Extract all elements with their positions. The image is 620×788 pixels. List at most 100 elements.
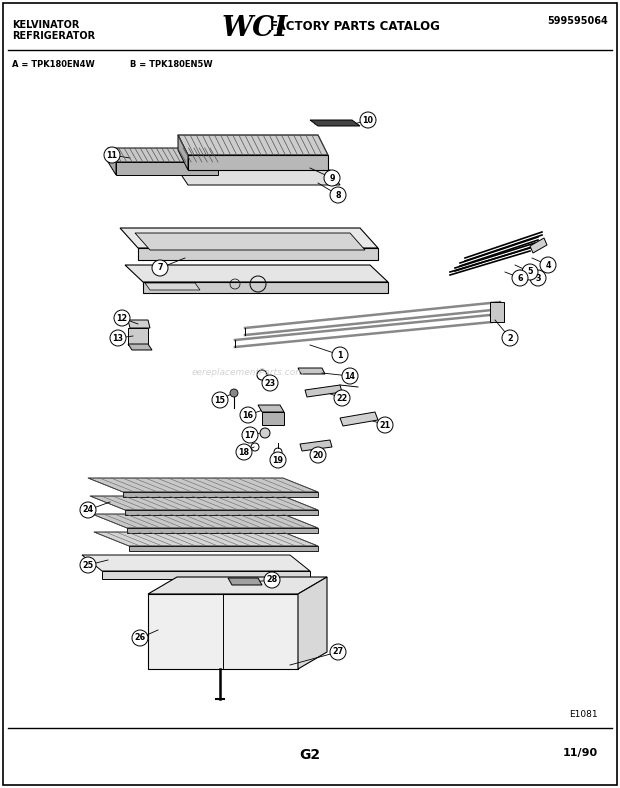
- Text: 22: 22: [337, 393, 348, 403]
- Text: 9: 9: [329, 173, 335, 183]
- Text: 10: 10: [363, 116, 373, 125]
- Text: 20: 20: [312, 451, 324, 459]
- Circle shape: [262, 375, 278, 391]
- Polygon shape: [88, 478, 318, 492]
- Polygon shape: [94, 532, 318, 546]
- Circle shape: [334, 390, 350, 406]
- Polygon shape: [178, 135, 328, 155]
- Circle shape: [377, 417, 393, 433]
- Polygon shape: [120, 228, 378, 248]
- Circle shape: [114, 310, 130, 326]
- Text: 28: 28: [267, 575, 278, 585]
- Text: 11: 11: [107, 151, 118, 159]
- Circle shape: [540, 257, 556, 273]
- Circle shape: [260, 428, 270, 438]
- Polygon shape: [262, 412, 284, 425]
- Circle shape: [502, 330, 518, 346]
- Polygon shape: [258, 405, 284, 412]
- Text: 23: 23: [265, 378, 275, 388]
- Text: A = TPK180EN4W: A = TPK180EN4W: [12, 60, 95, 69]
- Circle shape: [110, 330, 126, 346]
- Polygon shape: [310, 120, 360, 126]
- Text: 13: 13: [112, 333, 123, 343]
- Polygon shape: [128, 328, 148, 345]
- Polygon shape: [90, 496, 318, 510]
- Circle shape: [512, 270, 528, 286]
- Circle shape: [152, 260, 168, 276]
- Circle shape: [330, 644, 346, 660]
- Polygon shape: [305, 385, 342, 397]
- Polygon shape: [178, 135, 188, 170]
- Circle shape: [522, 264, 538, 280]
- Text: 8: 8: [335, 191, 341, 199]
- Text: REFRIGERATOR: REFRIGERATOR: [12, 31, 95, 41]
- Circle shape: [332, 347, 348, 363]
- Polygon shape: [138, 248, 378, 260]
- Circle shape: [80, 557, 96, 573]
- Circle shape: [342, 368, 358, 384]
- Polygon shape: [92, 514, 318, 528]
- Text: 16: 16: [242, 411, 254, 419]
- Circle shape: [240, 407, 256, 423]
- Text: G2: G2: [299, 748, 321, 762]
- Circle shape: [530, 270, 546, 286]
- Text: 599595064: 599595064: [547, 16, 608, 26]
- Text: 17: 17: [244, 430, 255, 440]
- Polygon shape: [143, 282, 388, 293]
- Text: 11/90: 11/90: [563, 748, 598, 758]
- Text: KELVINATOR: KELVINATOR: [12, 20, 79, 30]
- Circle shape: [212, 392, 228, 408]
- Circle shape: [264, 572, 280, 588]
- Polygon shape: [108, 148, 116, 175]
- Circle shape: [104, 147, 120, 163]
- Text: 12: 12: [117, 314, 128, 322]
- Text: 6: 6: [517, 273, 523, 283]
- Text: 2: 2: [507, 333, 513, 343]
- Text: 14: 14: [345, 371, 355, 381]
- Text: E1081: E1081: [569, 710, 598, 719]
- Text: WCI: WCI: [222, 15, 288, 42]
- Polygon shape: [108, 148, 218, 162]
- Circle shape: [80, 502, 96, 518]
- Polygon shape: [129, 546, 318, 551]
- Polygon shape: [148, 577, 327, 594]
- Polygon shape: [228, 578, 262, 585]
- Text: 5: 5: [527, 267, 533, 277]
- Text: 27: 27: [332, 648, 343, 656]
- Polygon shape: [298, 368, 325, 374]
- Polygon shape: [530, 238, 547, 253]
- Text: FACTORY PARTS CATALOG: FACTORY PARTS CATALOG: [270, 20, 440, 33]
- FancyBboxPatch shape: [490, 302, 504, 322]
- Circle shape: [330, 187, 346, 203]
- Polygon shape: [128, 320, 150, 328]
- Text: 4: 4: [545, 261, 551, 269]
- Polygon shape: [135, 233, 365, 250]
- Circle shape: [310, 447, 326, 463]
- Text: B = TPK180EN5W: B = TPK180EN5W: [130, 60, 213, 69]
- Polygon shape: [340, 412, 378, 426]
- Text: 3: 3: [535, 273, 541, 283]
- Circle shape: [236, 444, 252, 460]
- Polygon shape: [127, 528, 318, 533]
- Polygon shape: [188, 155, 328, 170]
- Text: 21: 21: [379, 421, 391, 429]
- Polygon shape: [128, 344, 152, 350]
- Polygon shape: [178, 170, 340, 185]
- Text: 1: 1: [337, 351, 343, 359]
- Polygon shape: [298, 577, 327, 669]
- Polygon shape: [125, 510, 318, 515]
- Text: 7: 7: [157, 263, 162, 273]
- FancyBboxPatch shape: [3, 3, 617, 785]
- Circle shape: [132, 630, 148, 646]
- Text: 25: 25: [82, 560, 94, 570]
- Text: 15: 15: [215, 396, 226, 404]
- Polygon shape: [148, 594, 298, 669]
- Circle shape: [360, 112, 376, 128]
- Text: 18: 18: [239, 448, 250, 456]
- Circle shape: [270, 452, 286, 468]
- Polygon shape: [123, 492, 318, 497]
- Text: 24: 24: [82, 505, 94, 515]
- Text: 26: 26: [135, 634, 146, 642]
- Polygon shape: [116, 162, 218, 175]
- Polygon shape: [125, 265, 388, 282]
